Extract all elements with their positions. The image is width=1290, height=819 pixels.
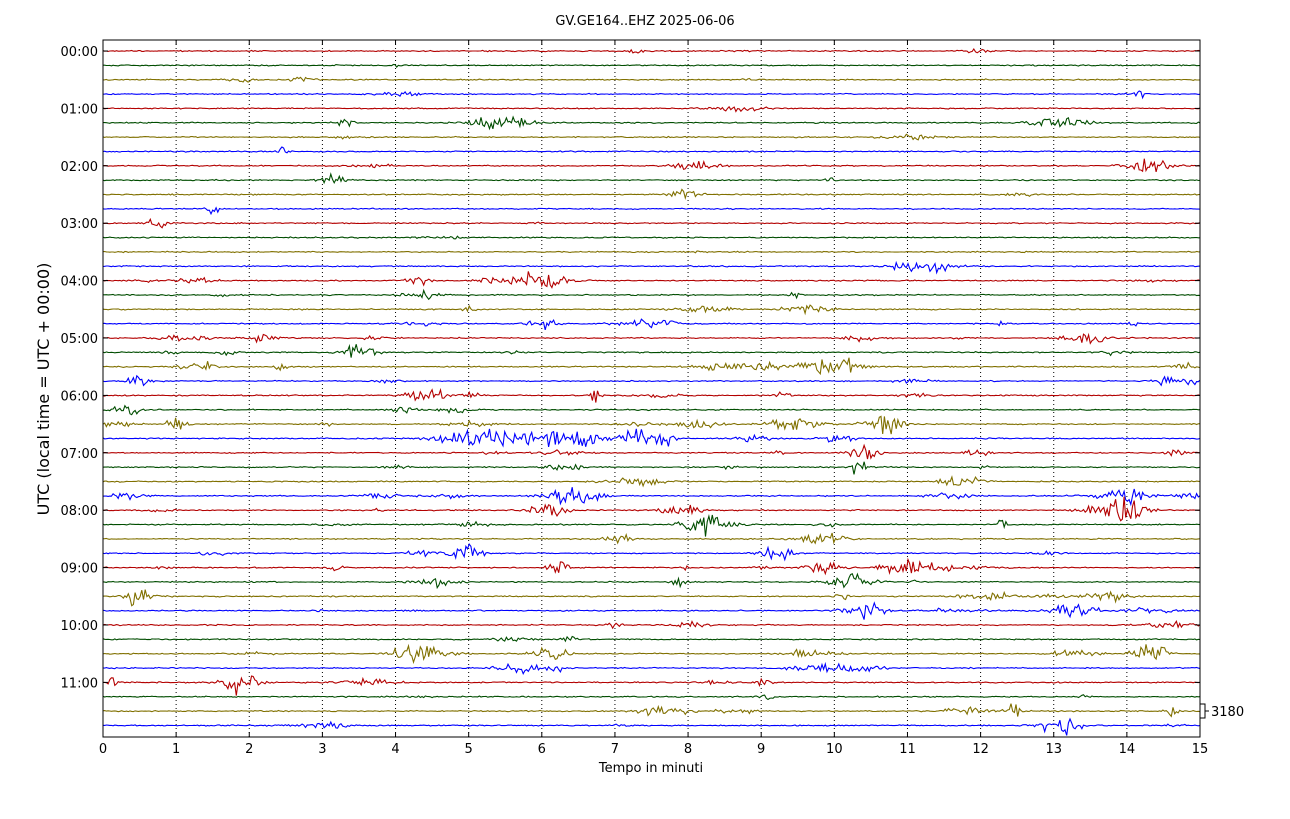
seismic-trace bbox=[103, 188, 1201, 201]
y-tick-label: 06:00 bbox=[61, 389, 98, 404]
seismic-trace bbox=[102, 158, 1201, 173]
seismic-trace bbox=[102, 635, 1201, 643]
x-tick-label: 6 bbox=[538, 742, 546, 757]
seismic-trace bbox=[102, 404, 1201, 416]
seismic-trace bbox=[102, 172, 1201, 185]
seismic-trace bbox=[102, 589, 1201, 607]
seismic-trace bbox=[102, 146, 1201, 154]
seismic-trace bbox=[102, 661, 1201, 675]
scale-bar bbox=[1199, 703, 1206, 719]
y-tick-label: 11:00 bbox=[61, 676, 98, 691]
x-tick-label: 7 bbox=[611, 742, 619, 757]
seismic-trace bbox=[102, 260, 1201, 275]
seismic-trace bbox=[102, 532, 1201, 545]
seismic-trace bbox=[102, 496, 1201, 522]
seismic-trace bbox=[103, 115, 1201, 131]
seismic-trace bbox=[102, 487, 1201, 507]
x-tick-label: 12 bbox=[972, 742, 989, 757]
x-tick-label: 8 bbox=[684, 742, 692, 757]
x-tick-label: 1 bbox=[172, 742, 180, 757]
seismic-trace bbox=[102, 428, 1201, 448]
seismic-trace bbox=[102, 601, 1201, 620]
x-axis-label: Tempo in minuti bbox=[598, 761, 703, 776]
seismic-trace bbox=[102, 557, 1201, 576]
seismic-trace bbox=[102, 235, 1200, 240]
x-tick-label: 0 bbox=[99, 742, 107, 757]
x-tick-label: 10 bbox=[826, 742, 843, 757]
grid-lines bbox=[175, 40, 1128, 737]
y-tick-label: 08:00 bbox=[61, 504, 98, 519]
x-tick-label: 14 bbox=[1119, 742, 1136, 757]
seismic-trace bbox=[102, 90, 1201, 100]
seismic-trace bbox=[102, 206, 1201, 216]
seismic-trace bbox=[103, 63, 1201, 68]
y-axis-label: UTC (local time = UTC + 00:00) bbox=[34, 263, 53, 516]
seismic-trace bbox=[102, 514, 1201, 537]
seismic-trace bbox=[102, 461, 1201, 475]
x-tick-label: 15 bbox=[1192, 742, 1209, 757]
seismic-trace bbox=[102, 572, 1200, 590]
y-axis: 00:00 01:00 02:00 03:00 04:00 05:00 06:00 07:00… bbox=[61, 45, 1200, 691]
y-tick-label: 09:00 bbox=[61, 562, 98, 577]
seismic-trace bbox=[102, 133, 1201, 141]
y-tick-label: 07:00 bbox=[61, 447, 98, 462]
y-tick-label: 01:00 bbox=[61, 102, 98, 117]
seismic-trace bbox=[103, 332, 1201, 345]
x-axis: 0 1 2 3 4 5 6 7 8 9 10 11 12 13 14 15 bbox=[99, 40, 1208, 757]
y-tick-label: 03:00 bbox=[61, 217, 98, 232]
x-tick-label: 4 bbox=[391, 742, 399, 757]
seismic-trace bbox=[102, 542, 1201, 562]
x-tick-label: 11 bbox=[899, 742, 916, 757]
y-tick-label: 05:00 bbox=[61, 332, 98, 347]
amplitude-scale-bar: 3180 bbox=[1199, 703, 1244, 720]
y-tick-label: 00:00 bbox=[61, 45, 98, 60]
y-tick-label: 02:00 bbox=[61, 160, 98, 175]
seismic-trace bbox=[102, 47, 1201, 54]
seismic-trace bbox=[102, 703, 1201, 718]
seismic-trace bbox=[102, 217, 1201, 229]
seismic-trace bbox=[102, 374, 1201, 387]
seismic-trace bbox=[102, 76, 1201, 83]
seismic-trace bbox=[102, 343, 1201, 358]
y-tick-label: 04:00 bbox=[61, 275, 98, 290]
seismic-trace bbox=[103, 288, 1201, 301]
x-tick-label: 5 bbox=[465, 742, 473, 757]
seismic-trace bbox=[102, 717, 1201, 736]
seismic-trace bbox=[102, 694, 1201, 701]
seismic-trace bbox=[102, 304, 1200, 316]
x-tick-label: 9 bbox=[757, 742, 765, 757]
seismic-trace bbox=[102, 271, 1201, 289]
chart-title: GV.GE164..EHZ 2025-06-06 bbox=[555, 14, 734, 29]
seismic-trace bbox=[102, 387, 1201, 403]
seismic-trace bbox=[102, 415, 1201, 435]
seismic-trace bbox=[102, 675, 1201, 696]
x-tick-label: 13 bbox=[1045, 742, 1062, 757]
seismic-trace bbox=[102, 318, 1201, 331]
seismic-trace bbox=[102, 443, 1201, 460]
seismic-trace bbox=[102, 250, 1201, 254]
x-tick-label: 2 bbox=[245, 742, 253, 757]
x-tick-label: 3 bbox=[318, 742, 326, 757]
seismic-trace bbox=[102, 643, 1200, 665]
seismic-trace bbox=[102, 475, 1201, 488]
seismic-traces bbox=[102, 47, 1201, 736]
seismic-trace bbox=[102, 357, 1201, 376]
y-tick-label: 10:00 bbox=[61, 619, 98, 634]
seismic-trace bbox=[102, 620, 1201, 630]
plot-frame bbox=[102, 39, 1201, 738]
seismic-trace bbox=[102, 105, 1201, 113]
scale-bar-label: 3180 bbox=[1211, 705, 1244, 720]
